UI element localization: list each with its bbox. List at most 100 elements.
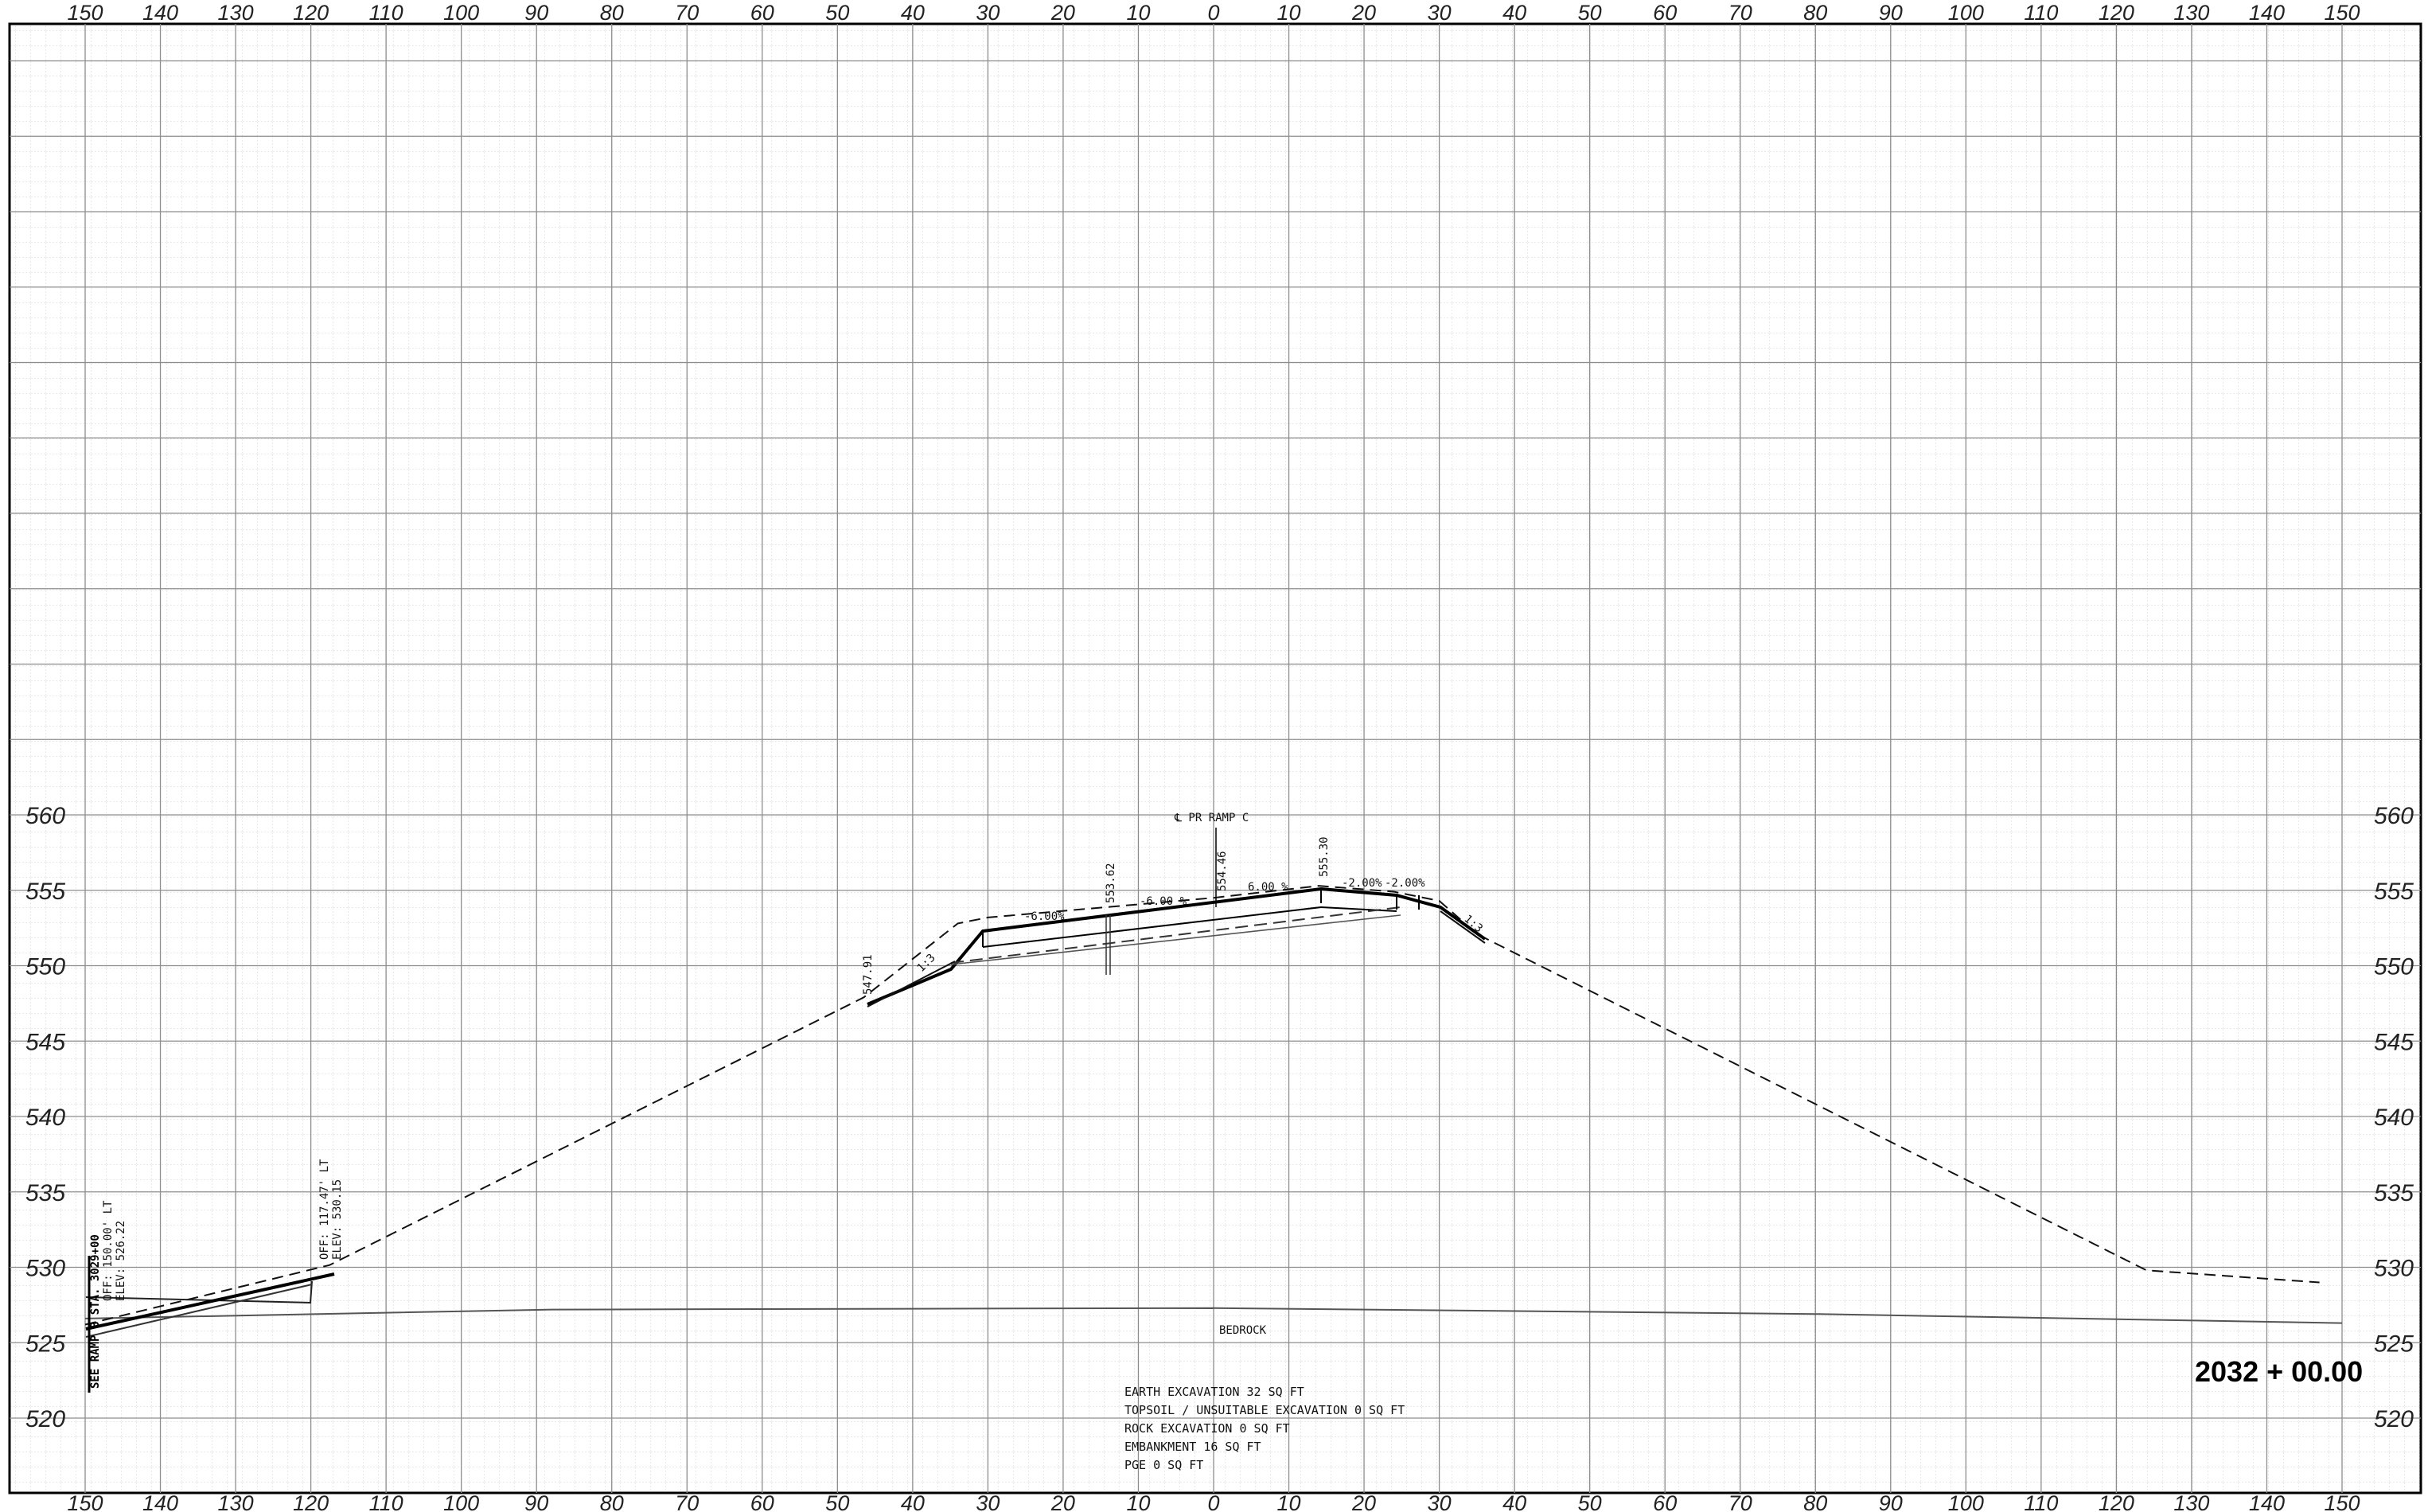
offset-tick-label: 60 [750,1,774,25]
elevation-label: 545 [25,1029,65,1055]
offset-tick-label: 140 [2249,1,2285,25]
svg-text:ELEV: 526.22: ELEV: 526.22 [115,1221,127,1301]
offset-tick-label: 80 [1803,1,1827,25]
offset-tick-label: 50 [1578,1,1602,25]
left-thick-ground [85,1272,335,1331]
offset-tick-label: 80 [600,1491,624,1512]
proposed-roadway-section [867,828,1487,1007]
elev-callout-right-edge: 555.30 [1318,836,1331,877]
fill-slope-right [1440,910,1486,944]
elevation-label: 535 [2374,1180,2414,1206]
subgrade-line [950,914,1401,965]
offset-tick-label: 130 [218,1,254,25]
elevation-label: 555 [25,879,65,905]
offset-tick-label: 100 [443,1491,479,1512]
offset-tick-label: 140 [142,1,178,25]
offset-tick-label: 70 [675,1491,699,1512]
offset-tick-label: 80 [1803,1491,1827,1512]
left-point-annotation: OFF: 117.47' LT ELEV: 530.15 [318,1159,344,1260]
offset-tick-label: 10 [1277,1491,1301,1512]
offset-tick-label: 150 [67,1491,103,1512]
elevation-label: 530 [2374,1256,2414,1282]
svg-text:ELEV: 530.15: ELEV: 530.15 [331,1179,344,1260]
slope-left-outer: -6.00% [1024,910,1065,923]
offset-tick-label: 60 [1653,1491,1677,1512]
offset-tick-label: 40 [1502,1,1526,25]
offset-tick-label: 30 [976,1,1000,25]
offset-ticks-bottom: 150 140 130 120 110 100 90 80 70 60 50 40 30 20 10 0 10 2… [67,1491,2360,1512]
slope-right-inner: 6.00 % [1248,881,1288,894]
offset-tick-label: 110 [2024,1,2058,25]
elevation-label: 535 [25,1180,65,1206]
offset-tick-label: 110 [369,1491,403,1512]
offset-tick-label: 140 [142,1491,178,1512]
elev-callout-centerline: 554.46 [1216,851,1229,891]
offset-tick-label: 50 [1578,1491,1602,1512]
offset-tick-label: 130 [2173,1,2209,25]
offset-tick-label: 120 [293,1,329,25]
offset-tick-label: 120 [2099,1491,2134,1512]
offset-tick-label: 100 [1948,1491,1984,1512]
offset-tick-label: 40 [1502,1491,1526,1512]
elevation-label: 540 [2374,1105,2414,1131]
offset-tick-label: 10 [1277,1,1301,25]
offset-tick-label: 80 [600,1,624,25]
offset-tick-label: 60 [750,1491,774,1512]
svg-text:SEE RAMP B STA. 3029+00: SEE RAMP B STA. 3029+00 [89,1234,102,1389]
slope-shoulder-2: -2.00% [1385,877,1425,890]
offset-tick-label: 60 [1653,1,1677,25]
elevation-label: 560 [2374,803,2414,829]
offset-tick-label: 30 [1428,1,1452,25]
offset-tick-label: 50 [825,1491,849,1512]
elevation-label: 520 [25,1406,65,1432]
offset-tick-label: 70 [1728,1491,1752,1512]
offset-tick-label: 90 [524,1491,548,1512]
offset-tick-label: 10 [1126,1491,1150,1512]
elevation-label: 530 [25,1256,65,1282]
offset-tick-label: 0 [1207,1,1219,25]
offset-tick-label: 70 [1728,1,1752,25]
svg-text:EARTH EXCAVATION 32 SQ FT: EARTH EXCAVATION 32 SQ FT [1124,1385,1304,1399]
sheet-frame [8,22,2422,1494]
fill-slope-left [867,961,956,1007]
quantities-table: EARTH EXCAVATION 32 SQ FT TOPSOIL / UNSU… [1124,1385,1405,1472]
elevation-label: 525 [2374,1331,2414,1357]
offset-tick-label: 100 [1948,1,1984,25]
offset-tick-label: 40 [901,1,925,25]
offset-tick-label: 130 [2173,1491,2209,1512]
svg-text:EMBANKMENT 16 SQ FT: EMBANKMENT 16 SQ FT [1124,1440,1261,1454]
left-thin-ground [85,1284,313,1338]
elevation-label: 525 [25,1331,65,1357]
offset-tick-label: 150 [2324,1491,2360,1512]
offset-tick-label: 120 [293,1491,329,1512]
left-ground-stub [85,1280,313,1304]
offset-tick-label: 20 [1351,1,1376,25]
offset-tick-label: 30 [1428,1491,1452,1512]
elevation-label: 550 [2374,954,2414,980]
offset-tick-label: 110 [369,1,403,25]
centerline-label: ℄ PR RAMP C [1174,812,1249,824]
offset-tick-label: 30 [976,1491,1000,1512]
offset-tick-label: 70 [675,1,699,25]
offset-ticks-top: 150 140 130 120 110 100 90 80 70 60 50 40 30 20 10 0 10 2… [67,1,2360,25]
bedrock-label: BEDROCK [1219,1324,1267,1337]
offset-tick-label: 150 [2324,1,2360,25]
offset-tick-label: 90 [1879,1,1903,25]
bedrock-line [84,1307,2343,1324]
elevation-label: 550 [25,954,65,980]
elevation-label: 540 [25,1105,65,1131]
offset-tick-label: 40 [901,1491,925,1512]
offset-tick-label: 90 [524,1,548,25]
svg-text:PGE 0 SQ FT: PGE 0 SQ FT [1124,1458,1203,1472]
elevation-labels-right: 560 555 550 545 540 535 530 525 520 [2374,803,2414,1432]
slope-shoulder-1: -2.00% [1342,877,1382,890]
offset-tick-label: 120 [2099,1,2134,25]
offset-tick-label: 150 [67,1,103,25]
offset-tick-label: 50 [825,1,849,25]
offset-tick-label: 130 [218,1491,254,1512]
existing-ground-line [84,885,2320,1326]
offset-tick-label: 20 [1050,1491,1075,1512]
svg-text:OFF: 117.47' LT: OFF: 117.47' LT [318,1159,331,1260]
svg-text:TOPSOIL / UNSUITABLE EXCAVATIO: TOPSOIL / UNSUITABLE EXCAVATION 0 SQ FT [1124,1403,1405,1417]
